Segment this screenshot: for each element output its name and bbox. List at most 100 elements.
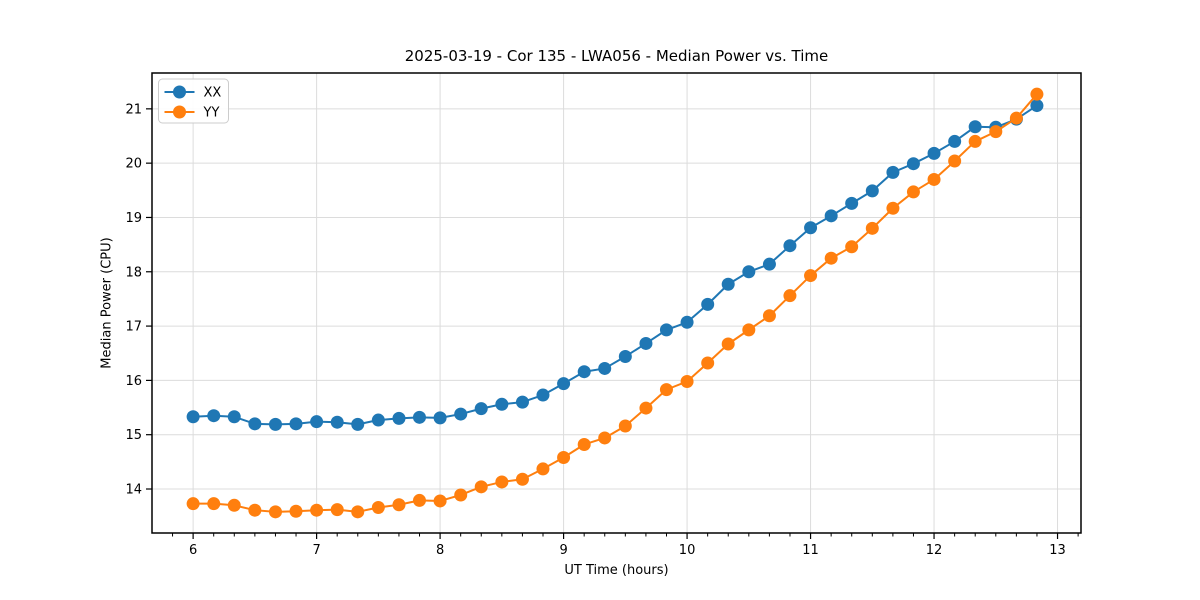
data-point-YY xyxy=(495,475,509,489)
data-point-YY xyxy=(721,337,735,351)
legend-label-XX: XX xyxy=(204,86,222,101)
data-point-XX xyxy=(310,415,324,429)
data-point-YY xyxy=(186,497,200,511)
data-point-XX xyxy=(680,315,694,329)
data-point-YY xyxy=(557,451,571,465)
data-point-XX xyxy=(207,409,221,423)
data-point-YY xyxy=(207,497,221,511)
data-point-XX xyxy=(412,410,426,424)
data-point-XX xyxy=(639,336,653,350)
data-point-YY xyxy=(948,154,962,168)
y-axis-label: Median Power (CPU) xyxy=(99,237,115,369)
data-point-XX xyxy=(371,413,385,427)
x-tick-label: 9 xyxy=(559,543,567,558)
data-point-YY xyxy=(310,503,324,517)
data-point-XX xyxy=(598,361,612,375)
x-tick-label: 11 xyxy=(802,543,819,558)
data-point-YY xyxy=(268,505,282,519)
data-point-XX xyxy=(392,411,406,425)
data-point-YY xyxy=(762,309,776,323)
y-tick-label: 20 xyxy=(125,157,142,172)
data-point-YY xyxy=(289,504,303,518)
data-point-XX xyxy=(577,365,591,379)
data-point-YY xyxy=(412,493,426,507)
data-point-XX xyxy=(927,146,941,160)
data-point-XX xyxy=(721,277,735,291)
y-tick-label: 21 xyxy=(125,102,142,117)
data-point-YY xyxy=(701,356,715,370)
data-point-XX xyxy=(289,417,303,431)
data-point-XX xyxy=(824,209,838,223)
data-point-XX xyxy=(186,410,200,424)
data-point-YY xyxy=(659,383,673,397)
data-point-YY xyxy=(824,251,838,265)
y-tick-label: 16 xyxy=(125,374,142,389)
data-point-YY xyxy=(330,503,344,517)
x-tick-label: 6 xyxy=(189,543,197,558)
x-tick-label: 13 xyxy=(1049,543,1066,558)
data-point-YY xyxy=(783,289,797,303)
y-tick-label: 18 xyxy=(125,265,142,280)
legend-marker-YY xyxy=(173,105,186,119)
data-point-YY xyxy=(454,488,468,502)
x-tick-label: 12 xyxy=(926,543,943,558)
data-point-XX xyxy=(248,417,262,431)
data-point-YY xyxy=(865,221,879,235)
data-point-XX xyxy=(865,184,879,198)
data-point-XX xyxy=(268,417,282,431)
data-point-XX xyxy=(454,407,468,421)
data-point-YY xyxy=(433,494,447,508)
data-point-XX xyxy=(701,297,715,311)
data-point-YY xyxy=(639,401,653,415)
data-point-XX xyxy=(557,377,571,391)
data-point-YY xyxy=(845,240,859,254)
data-point-YY xyxy=(227,498,241,512)
data-point-XX xyxy=(886,165,900,179)
data-point-XX xyxy=(804,221,818,235)
data-point-YY xyxy=(392,498,406,512)
data-point-XX xyxy=(906,157,920,171)
data-point-YY xyxy=(515,472,529,486)
x-tick-label: 8 xyxy=(436,543,444,558)
data-point-YY xyxy=(618,419,632,433)
data-point-XX xyxy=(762,257,776,271)
chart-title: 2025-03-19 - Cor 135 - LWA056 - Median P… xyxy=(404,47,829,65)
data-point-YY xyxy=(536,462,550,476)
x-tick-label: 7 xyxy=(312,543,320,558)
data-point-XX xyxy=(659,323,673,337)
y-tick-label: 19 xyxy=(125,211,142,226)
data-point-XX xyxy=(495,397,509,411)
data-point-YY xyxy=(474,480,488,494)
data-point-YY xyxy=(680,374,694,388)
data-point-XX xyxy=(330,415,344,429)
legend-marker-XX xyxy=(173,85,186,99)
data-point-YY xyxy=(1030,87,1044,101)
y-tick-label: 17 xyxy=(125,320,142,335)
data-point-YY xyxy=(906,185,920,199)
data-point-XX xyxy=(515,395,529,409)
x-tick-label: 10 xyxy=(679,543,696,558)
data-point-YY xyxy=(577,437,591,451)
data-point-XX xyxy=(845,196,859,210)
data-point-XX xyxy=(351,417,365,431)
data-point-XX xyxy=(783,239,797,253)
data-point-XX xyxy=(968,120,982,134)
data-point-YY xyxy=(1009,111,1023,125)
data-point-XX xyxy=(536,388,550,402)
data-point-YY xyxy=(886,201,900,215)
data-point-YY xyxy=(927,172,941,186)
y-tick-label: 14 xyxy=(125,483,142,498)
data-point-XX xyxy=(1030,99,1044,113)
data-point-YY xyxy=(371,500,385,514)
data-point-XX xyxy=(948,134,962,148)
data-point-XX xyxy=(433,411,447,425)
data-point-YY xyxy=(989,125,1003,139)
data-point-YY xyxy=(248,503,262,517)
legend-label-YY: YY xyxy=(203,106,220,121)
x-axis-label: UT Time (hours) xyxy=(564,563,669,578)
data-point-XX xyxy=(742,265,756,279)
data-point-YY xyxy=(598,431,612,445)
data-point-XX xyxy=(474,402,488,416)
